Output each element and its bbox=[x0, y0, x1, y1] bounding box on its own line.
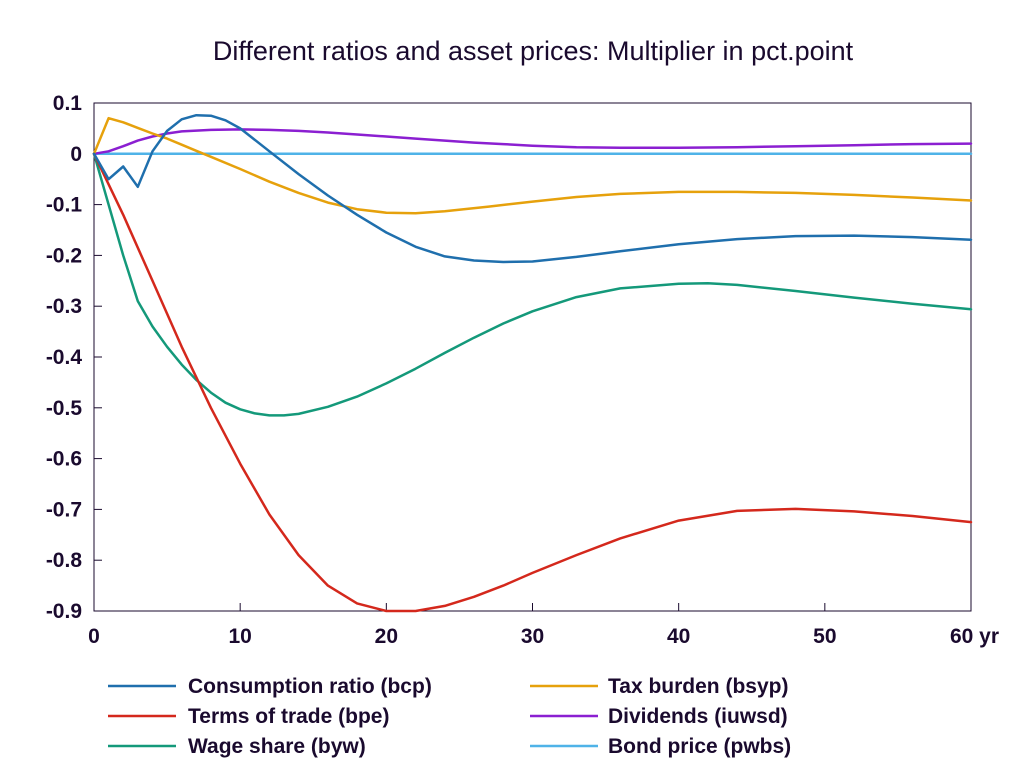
y-tick-label: -0.4 bbox=[46, 346, 83, 369]
x-tick-label: 0 bbox=[88, 625, 100, 648]
legend-label-consumption-ratio-bcp: Consumption ratio (bcp) bbox=[188, 675, 432, 698]
series-lines bbox=[92, 113, 973, 613]
y-tick-label: -0.5 bbox=[46, 397, 83, 420]
x-tick-label: 50 bbox=[813, 625, 836, 648]
y-tick-label: -0.3 bbox=[46, 295, 82, 318]
series-line-tax-burden-bsyp bbox=[92, 116, 973, 215]
legend-label-bond-price-pwbs: Bond price (pwbs) bbox=[608, 735, 791, 758]
y-tick-label: -0.2 bbox=[46, 244, 82, 267]
series-line-dividends-iuwsd bbox=[92, 128, 973, 156]
x-tick-label: 30 bbox=[521, 625, 544, 648]
y-axis: 0.1 0 -0.1 -0.2 -0.3 -0.4 -0.5 -0.6 -0.7 -0.8 -0.9 bbox=[46, 92, 102, 623]
y-tick-label: -0.8 bbox=[46, 549, 83, 572]
y-tick-label: -0.1 bbox=[46, 194, 83, 217]
x-tick-label: 60 yr bbox=[950, 625, 999, 648]
chart-title: Different ratios and asset prices: Multi… bbox=[213, 36, 854, 66]
x-tick-label: 20 bbox=[375, 625, 398, 648]
legend-label-tax-burden-bsyp: Tax burden (bsyp) bbox=[608, 675, 788, 698]
series-line-consumption-ratio-bcp bbox=[92, 113, 973, 264]
x-tick-label: 10 bbox=[228, 625, 251, 648]
legend-label-dividends-iuwsd: Dividends (iuwsd) bbox=[608, 705, 788, 728]
series-line-terms-of-trade-bpe bbox=[92, 152, 973, 613]
legend-label-terms-of-trade-bpe: Terms of trade (bpe) bbox=[188, 705, 389, 728]
y-tick-label: -0.6 bbox=[46, 448, 82, 471]
y-tick-label: -0.7 bbox=[46, 498, 82, 521]
legend: Consumption ratio (bcp) Terms of trade (b… bbox=[108, 675, 791, 758]
plot-frame bbox=[93, 102, 972, 612]
x-axis: 0 10 20 30 40 50 60 yr bbox=[88, 603, 999, 648]
y-tick-label: 0 bbox=[70, 143, 82, 166]
x-tick-label: 40 bbox=[667, 625, 690, 648]
y-tick-label: -0.9 bbox=[46, 600, 82, 623]
y-tick-label: 0.1 bbox=[53, 92, 83, 115]
series-line-wage-share-byw bbox=[92, 152, 973, 417]
legend-label-wage-share-byw: Wage share (byw) bbox=[188, 735, 366, 758]
